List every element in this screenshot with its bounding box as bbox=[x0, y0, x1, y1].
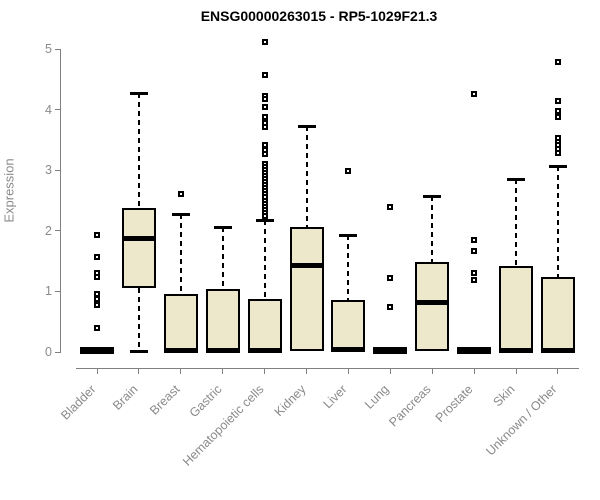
upper-whisker-cap-1 bbox=[129, 91, 148, 95]
upper-whisker-cap-4 bbox=[255, 219, 274, 223]
outlier-point bbox=[471, 270, 478, 277]
outlier-point bbox=[387, 303, 394, 310]
upper-whisker-cap-3 bbox=[213, 225, 232, 229]
x-tick bbox=[515, 368, 517, 374]
box-4 bbox=[247, 298, 282, 352]
outlier-point bbox=[554, 149, 561, 156]
outlier-point bbox=[261, 150, 268, 157]
box-6 bbox=[331, 299, 366, 352]
collapsed-box-0 bbox=[80, 347, 114, 355]
y-tick bbox=[55, 109, 60, 111]
outlier-point bbox=[554, 114, 561, 121]
x-tick bbox=[389, 368, 391, 374]
outlier-point bbox=[261, 123, 268, 130]
x-tick bbox=[557, 368, 559, 374]
outlier-point bbox=[94, 325, 100, 332]
upper-whisker-cap-2 bbox=[171, 212, 190, 216]
box-10 bbox=[499, 265, 533, 352]
upper-whisker-5 bbox=[305, 125, 308, 228]
outlier-point bbox=[94, 301, 100, 308]
box-11 bbox=[540, 277, 575, 352]
y-tick-label: 5 bbox=[45, 42, 52, 56]
median-line-10 bbox=[499, 347, 533, 353]
upper-whisker-11 bbox=[556, 165, 559, 278]
outlier-point bbox=[387, 275, 394, 282]
outlier-point bbox=[261, 72, 268, 79]
outlier-point bbox=[261, 212, 268, 219]
median-line-2 bbox=[163, 347, 198, 353]
upper-whisker-10 bbox=[515, 178, 517, 266]
x-tick bbox=[180, 368, 182, 374]
outlier-point bbox=[94, 232, 100, 239]
upper-whisker-2 bbox=[179, 213, 182, 294]
box-5 bbox=[289, 227, 324, 351]
y-tick bbox=[55, 169, 60, 171]
outlier-point bbox=[94, 274, 100, 281]
upper-whisker-cap-5 bbox=[297, 124, 316, 128]
y-tick-label: 2 bbox=[45, 223, 52, 238]
median-line-1 bbox=[121, 236, 156, 242]
y-tick-label: 0 bbox=[45, 345, 52, 359]
box-2 bbox=[163, 293, 198, 352]
upper-whisker-cap-11 bbox=[548, 164, 567, 168]
outlier-point bbox=[261, 103, 268, 110]
outlier-point bbox=[261, 96, 268, 103]
x-tick bbox=[138, 368, 140, 374]
collapsed-box-9 bbox=[457, 347, 492, 355]
median-line-4 bbox=[247, 347, 282, 353]
median-line-6 bbox=[331, 347, 366, 353]
upper-whisker-cap-10 bbox=[507, 177, 525, 181]
chart-title: ENSG00000263015 - RP5-1029F21.3 bbox=[200, 8, 438, 24]
outlier-point bbox=[554, 107, 561, 114]
upper-whisker-cap-6 bbox=[339, 234, 358, 238]
y-axis-line bbox=[60, 49, 61, 353]
lower-whisker-1 bbox=[137, 287, 140, 351]
x-tick bbox=[306, 368, 307, 374]
outlier-point bbox=[471, 248, 478, 255]
median-line-11 bbox=[540, 347, 575, 353]
x-tick bbox=[96, 368, 98, 374]
outlier-point bbox=[94, 254, 100, 261]
x-tick bbox=[473, 368, 475, 374]
outlier-point bbox=[261, 114, 268, 121]
y-tick bbox=[55, 48, 60, 50]
x-tick bbox=[347, 368, 349, 374]
collapsed-box-7 bbox=[373, 347, 408, 355]
upper-whisker-1 bbox=[137, 92, 140, 209]
lower-whisker-cap-1 bbox=[129, 349, 148, 353]
x-tick bbox=[431, 368, 433, 374]
box-3 bbox=[205, 288, 240, 352]
box-8 bbox=[415, 262, 450, 351]
outlier-point bbox=[554, 59, 561, 66]
outlier-point bbox=[387, 203, 394, 210]
y-tick-label: 4 bbox=[45, 102, 52, 117]
x-tick bbox=[264, 368, 266, 374]
upper-whisker-4 bbox=[263, 220, 266, 299]
outlier-point bbox=[345, 167, 352, 174]
upper-whisker-6 bbox=[347, 235, 350, 300]
upper-whisker-8 bbox=[431, 195, 434, 263]
x-axis-line bbox=[76, 368, 579, 369]
y-tick bbox=[55, 290, 60, 292]
y-tick bbox=[55, 351, 60, 353]
outlier-point bbox=[471, 236, 478, 243]
y-tick-label: 3 bbox=[45, 163, 52, 178]
upper-whisker-3 bbox=[221, 226, 224, 289]
outlier-point bbox=[471, 276, 478, 283]
median-line-3 bbox=[205, 347, 240, 353]
box-1 bbox=[121, 208, 156, 288]
outlier-point bbox=[554, 98, 561, 105]
outlier-point bbox=[471, 91, 478, 98]
x-tick bbox=[222, 368, 224, 374]
median-line-5 bbox=[289, 263, 324, 269]
outlier-point bbox=[177, 191, 184, 198]
y-tick bbox=[55, 230, 60, 232]
outlier-point bbox=[261, 39, 268, 46]
outlier-point bbox=[94, 296, 100, 303]
y-tick-label: 1 bbox=[45, 284, 52, 299]
median-line-8 bbox=[415, 300, 450, 306]
upper-whisker-cap-8 bbox=[423, 194, 442, 198]
